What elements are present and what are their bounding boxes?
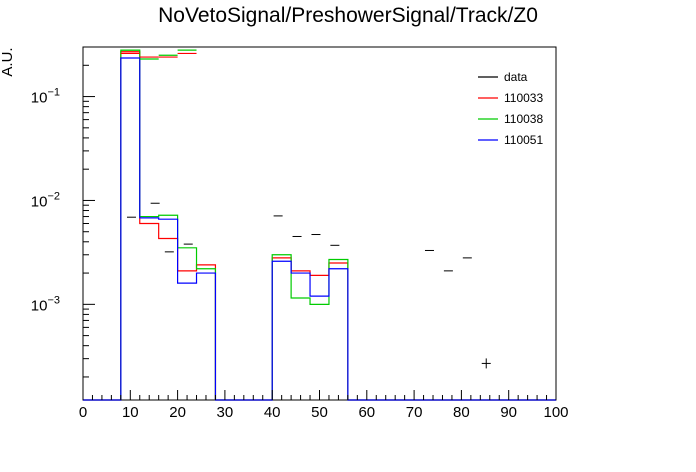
x-tick-label: 10: [122, 404, 139, 421]
chart-title: NoVetoSignal/PreshowerSignal/Track/Z0: [158, 4, 538, 27]
x-tick-label: 40: [264, 404, 281, 421]
series-110033-hist: [83, 51, 556, 401]
axes: 0 10 20 30 40 50 60 70 80 90 100 10−1 10−2 10−3: [31, 64, 569, 421]
y-tick-label: 10−1: [31, 87, 60, 107]
x-tick-label: 30: [217, 404, 234, 421]
histogram-layer: [83, 49, 556, 401]
legend-label-110038: 110038: [504, 112, 543, 126]
legend-label-110033: 110033: [504, 91, 543, 105]
y-axis-label: A.U.: [0, 47, 16, 76]
x-tick-label: 70: [406, 404, 423, 421]
legend-label-data: data: [504, 70, 528, 84]
x-tick-label: 80: [453, 404, 470, 421]
x-tick-label: 60: [358, 404, 375, 421]
x-tick-label: 0: [79, 404, 87, 421]
y-tick-label: 10−3: [31, 294, 60, 314]
x-tick-label: 100: [543, 404, 568, 421]
x-tick-label: 90: [500, 404, 517, 421]
x-tick-label: 50: [311, 404, 328, 421]
legend-label-110051: 110051: [504, 133, 543, 147]
legend: data 110033 110038 110051: [478, 70, 543, 147]
x-tick-label: 20: [169, 404, 186, 421]
data-points-layer: [126, 202, 491, 369]
series-110038-hist: [83, 49, 556, 401]
y-tick-label: 10−2: [31, 190, 60, 210]
series-110051-hist: [83, 57, 556, 401]
